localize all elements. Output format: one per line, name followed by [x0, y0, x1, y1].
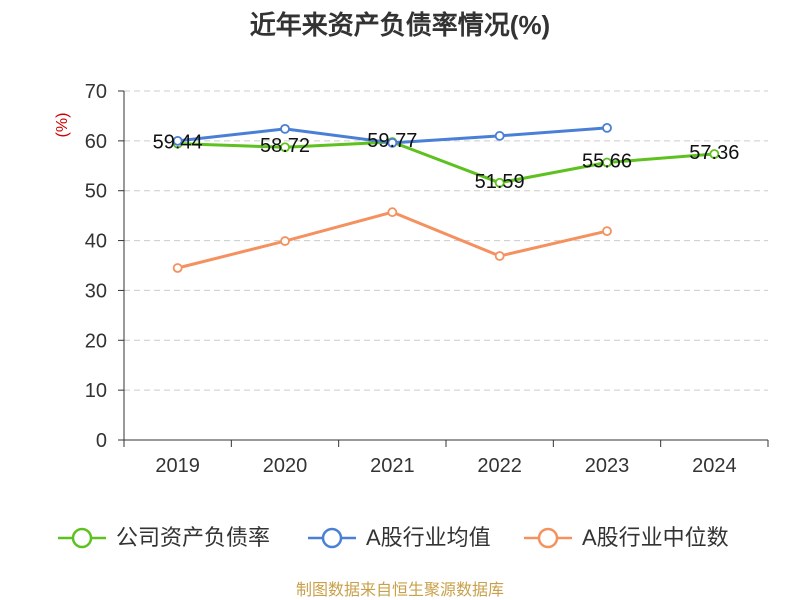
y-tick-label: 50 [85, 181, 107, 203]
data-label: 55.66 [582, 150, 632, 172]
y-tick-label: 0 [96, 430, 107, 452]
data-label: 57.36 [689, 142, 739, 164]
y-tick-label: 10 [85, 380, 107, 402]
legend: 公司资产负债率 A股行业均值 A股行业中位数 [58, 525, 729, 550]
data-point [494, 130, 505, 141]
x-tick-label: 2024 [692, 455, 737, 477]
series-2 [172, 207, 612, 273]
legend-marker [71, 527, 93, 549]
data-point [280, 142, 290, 153]
data-point [602, 157, 612, 168]
source-footer: 制图数据来自恒生聚源数据库 [296, 581, 504, 599]
series-0 [172, 137, 720, 188]
y-tick-label: 40 [85, 231, 107, 253]
legend-item-industry-median: A股行业中位数 [524, 525, 729, 550]
series-line [176, 210, 609, 270]
x-tick-label: 2022 [477, 455, 522, 477]
data-point [172, 135, 183, 146]
x-tick-label: 2020 [263, 455, 308, 477]
data-point [709, 149, 720, 159]
legend-marker [321, 527, 343, 549]
series-line [176, 140, 716, 185]
series-1 [172, 122, 612, 148]
x-tick-label: 2021 [370, 455, 415, 477]
data-point [172, 263, 183, 273]
series-layer [172, 122, 720, 273]
data-point [494, 177, 505, 188]
legend-label: A股行业均值 [366, 525, 491, 550]
data-point [602, 226, 612, 236]
data-point [280, 123, 290, 134]
data-label: 59.44 [153, 132, 203, 154]
y-tick-label: 30 [85, 280, 107, 302]
legend-label: 公司资产负债率 [116, 525, 270, 550]
x-tick-label: 2023 [585, 455, 630, 477]
data-point [387, 207, 398, 218]
legend-label: A股行业中位数 [582, 525, 729, 550]
data-point [494, 251, 505, 261]
data-label: 51.59 [475, 171, 525, 193]
data-labels: 59.44 58.72 59.77 51.59 55.66 57.36 [153, 130, 740, 193]
legend-item-company-debt-ratio: 公司资产负债率 [58, 525, 270, 550]
y-tick-label: 70 [85, 81, 107, 103]
axes: 0 10 20 30 40 50 60 70 2019 2020 2021 2022 2023 2024 [85, 81, 769, 477]
chart-title: 近年来资产负债率情况(%) [250, 10, 550, 40]
data-label: 59.77 [367, 130, 417, 152]
data-point [602, 122, 612, 133]
data-point [280, 236, 290, 246]
y-axis-label: (%) [54, 113, 71, 138]
data-label: 58.72 [260, 135, 310, 157]
legend-item-industry-mean: A股行业均值 [308, 525, 491, 550]
y-tick-label: 60 [85, 131, 107, 153]
data-point [387, 137, 398, 148]
y-tick-label: 20 [85, 330, 107, 352]
legend-marker [537, 527, 559, 549]
x-tick-label: 2019 [155, 455, 200, 477]
